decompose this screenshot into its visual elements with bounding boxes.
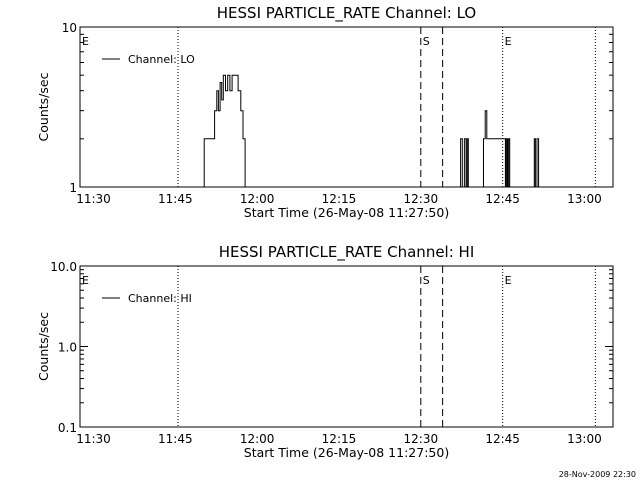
x-tick-label: 12:45 — [485, 192, 520, 206]
x-tick-label: 11:45 — [158, 192, 193, 206]
marker-label: E — [505, 274, 512, 287]
legend-entry: Channel: LO — [128, 53, 195, 66]
x-tick-label: 12:30 — [404, 192, 439, 206]
timestamp-footer: 28-Nov-2009 22:30 — [559, 470, 636, 479]
plot-frame — [79, 26, 614, 188]
x-tick-label: 11:30 — [76, 432, 111, 446]
marker-label: S — [423, 274, 430, 287]
x-tick-label: 13:00 — [567, 192, 602, 206]
y-tick-label: 1 — [69, 181, 77, 195]
y-tick-label: 10.0 — [50, 260, 77, 274]
x-tick-label: 12:00 — [240, 192, 275, 206]
edge-marker-label: E — [82, 274, 89, 287]
y-tick-label: 1.0 — [58, 341, 77, 355]
x-tick-label: 12:00 — [240, 432, 275, 446]
legend-entry: Channel: HI — [128, 292, 192, 305]
marker-label: S — [423, 35, 430, 48]
x-tick-label: 12:15 — [322, 432, 357, 446]
x-tick-label: 12:15 — [322, 192, 357, 206]
x-tick-label: 12:30 — [404, 432, 439, 446]
plot-frame — [79, 265, 614, 428]
y-tick-label: 0.1 — [58, 421, 77, 435]
edge-marker-label: E — [82, 35, 89, 48]
y-tick-label: 10 — [62, 21, 77, 35]
x-tick-label: 13:00 — [567, 432, 602, 446]
y-axis-label: Counts/sec — [36, 312, 51, 381]
chart-panel-hi: HESSI PARTICLE_RATE Channel: HI 11:30 11:4… — [36, 243, 614, 460]
y-axis-label: Counts/sec — [36, 72, 51, 141]
x-tick-label: 11:30 — [76, 192, 111, 206]
chart-panel-lo: HESSI PARTICLE_RATE Channel: LO 11:30 11:4… — [36, 4, 614, 220]
chart-title: HESSI PARTICLE_RATE Channel: LO — [217, 4, 476, 23]
marker-label: E — [505, 35, 512, 48]
series-line — [202, 74, 540, 188]
x-axis-label: Start Time (26-May-08 11:27:50) — [244, 205, 449, 220]
x-tick-label: 12:45 — [485, 432, 520, 446]
x-tick-label: 11:45 — [158, 432, 193, 446]
chart-title: HESSI PARTICLE_RATE Channel: HI — [219, 243, 475, 262]
x-axis-label: Start Time (26-May-08 11:27:50) — [244, 445, 449, 460]
